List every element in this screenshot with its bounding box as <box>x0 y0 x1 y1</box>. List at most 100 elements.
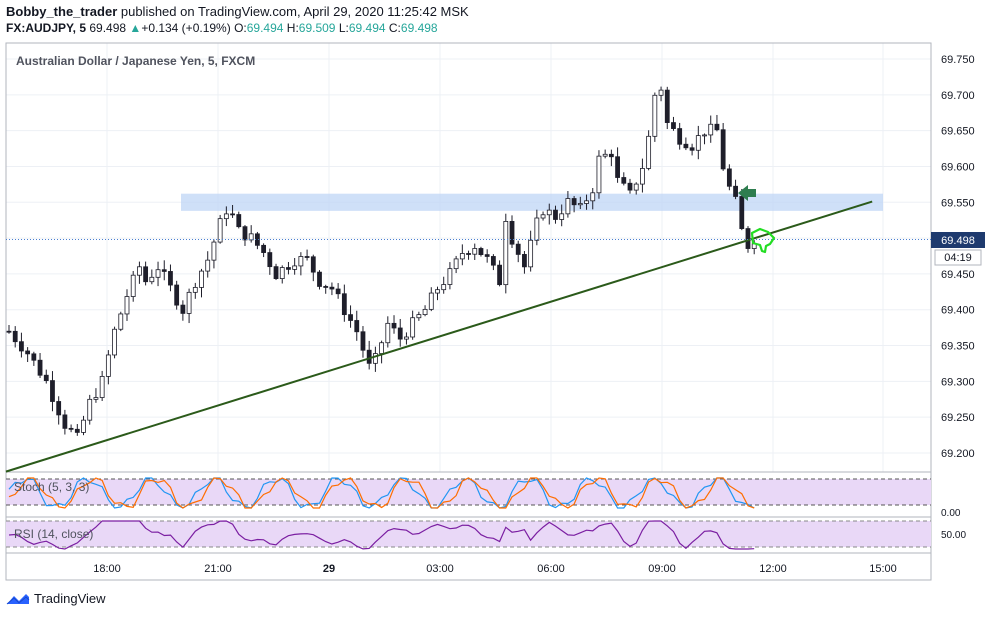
stoch-axis-label: 0.00 <box>941 508 961 519</box>
candle-body <box>590 192 596 202</box>
candle-body <box>205 259 211 272</box>
candle-body <box>310 256 316 273</box>
up-triangle-icon: ▲ <box>129 21 142 35</box>
price-tick-label: 69.350 <box>941 341 975 353</box>
author-name[interactable]: Bobby_the_trader <box>6 4 118 19</box>
candle-body <box>304 256 310 258</box>
candle-body <box>317 271 322 287</box>
candle-body <box>497 264 502 286</box>
candle-body <box>74 428 80 433</box>
price-tick-label: 69.550 <box>941 197 975 209</box>
close-label: C: <box>388 21 401 35</box>
candle-body <box>99 376 105 398</box>
support-trendline[interactable] <box>5 200 873 473</box>
candle-body <box>273 266 279 279</box>
hand-pointer-icon <box>750 227 776 254</box>
candle-body <box>267 252 273 268</box>
candle-body <box>677 128 683 145</box>
time-tick-label: 21:00 <box>204 563 232 575</box>
candle-body <box>25 350 31 355</box>
candle-body <box>385 322 391 344</box>
candle-body <box>739 196 745 229</box>
candle-body <box>31 353 37 361</box>
candle-body <box>199 270 204 288</box>
candle-body <box>559 213 565 220</box>
candle-body <box>689 147 695 151</box>
candle-body <box>534 217 540 241</box>
candle-body <box>37 359 43 376</box>
candle-body <box>695 135 701 151</box>
current-price-tag <box>931 232 985 248</box>
candle-body <box>522 254 527 268</box>
price-tick-label: 69.600 <box>941 161 975 173</box>
candle-body <box>137 266 142 276</box>
candle-body <box>515 243 521 255</box>
candle-body <box>428 292 434 310</box>
candle-body <box>19 341 24 352</box>
candle-body <box>242 226 248 241</box>
candle-body <box>540 214 546 219</box>
candle-body <box>360 331 366 351</box>
candle-body <box>410 317 416 338</box>
candle-body <box>658 89 664 96</box>
candle-body <box>124 296 130 315</box>
candle-body <box>509 221 515 245</box>
candle-body <box>621 177 627 184</box>
candle-body <box>640 168 645 185</box>
candle-body <box>261 244 267 253</box>
arrow-left-icon <box>738 185 756 201</box>
open-label: O: <box>234 21 247 35</box>
candle-body <box>664 89 670 123</box>
candle-body <box>490 256 496 266</box>
price-tick-label: 69.200 <box>941 448 975 460</box>
candle-body <box>223 213 229 220</box>
price-change: +0.134 (+0.19%) <box>141 21 231 35</box>
tradingview-logo-icon[interactable] <box>6 592 30 606</box>
resistance-zone[interactable] <box>181 193 883 211</box>
countdown-label: 04:19 <box>944 252 972 264</box>
candle-body <box>286 267 291 270</box>
candle-body <box>149 276 155 283</box>
candle-body <box>12 330 18 343</box>
candle-body <box>472 248 478 255</box>
rsi-label: RSI (14, close) <box>14 527 93 541</box>
candle-body <box>298 256 304 267</box>
candle-body <box>720 129 726 170</box>
price-tick-label: 69.750 <box>941 54 975 66</box>
candle-body <box>404 336 409 340</box>
low-value: 69.494 <box>348 21 386 35</box>
candle-body <box>372 353 378 364</box>
candle-body <box>118 313 124 330</box>
candle-body <box>565 198 571 215</box>
rsi-line <box>8 520 755 550</box>
candle-body <box>422 308 428 316</box>
candle-body <box>602 153 608 157</box>
candle-body <box>615 156 620 178</box>
candle-body <box>577 203 583 206</box>
stoch-k-line <box>8 477 755 509</box>
candle-body <box>217 218 223 243</box>
price-tick-label: 69.650 <box>941 126 975 138</box>
stoch-band <box>6 479 931 505</box>
price-tick-label: 69.700 <box>941 90 975 102</box>
candle-body <box>335 288 341 295</box>
candle-body <box>329 286 335 290</box>
tradingview-brand[interactable]: TradingView <box>34 591 106 606</box>
time-tick-label: 18:00 <box>93 563 121 575</box>
candle-body <box>683 143 689 149</box>
candle-body <box>745 228 751 249</box>
time-axis[interactable]: 18:00 21:00 29 03:00 06:00 09:00 12:00 15:00 <box>93 563 897 575</box>
candle-body <box>546 209 552 216</box>
candle-body <box>503 221 509 286</box>
candle-body <box>528 239 534 268</box>
candle-body <box>453 258 459 270</box>
candle-body <box>584 200 589 204</box>
candle-body <box>441 284 447 291</box>
candle-body <box>571 198 577 206</box>
current-price-label: 69.498 <box>941 235 975 247</box>
candle-body <box>180 304 186 314</box>
candle-body <box>714 123 720 131</box>
candle-body <box>633 183 639 191</box>
price-axis[interactable]: 69.750 69.700 69.650 69.600 69.550 69.450 69.4… <box>941 54 975 460</box>
